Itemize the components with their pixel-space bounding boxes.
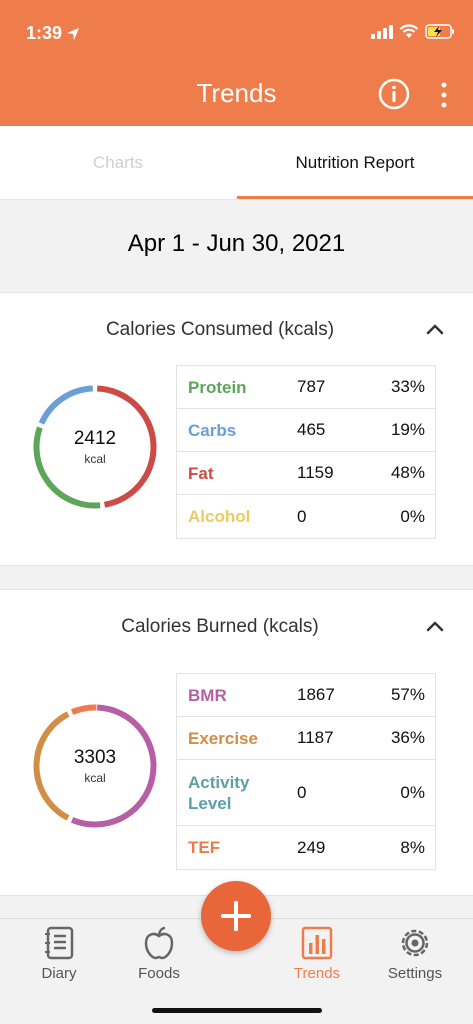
burned-table: BMR 1867 57% Exercise 1187 36% Activity … <box>176 673 436 870</box>
burned-name: Exercise <box>188 728 258 748</box>
nav-settings[interactable]: Settings <box>370 925 460 982</box>
macro-value: 1159 <box>297 463 334 482</box>
burned-percent: 0% <box>400 782 425 802</box>
consumed-macro-table: Protein 787 33% Carbs 465 19% Fat 1159 4… <box>176 365 436 539</box>
burned-name: BMR <box>188 685 227 705</box>
chevron-up-icon[interactable] <box>424 321 446 337</box>
date-range: Apr 1 - Jun 30, 2021 <box>127 230 346 257</box>
add-button[interactable] <box>201 881 271 951</box>
macro-value: 0 <box>297 506 307 526</box>
macro-row-protein: Protein 787 33% <box>177 366 435 409</box>
card-title: Calories Consumed (kcals) <box>105 319 335 340</box>
burned-percent: 8% <box>400 837 425 857</box>
macro-percent: 19% <box>390 420 425 439</box>
status-icons <box>371 24 455 39</box>
gear-icon <box>401 929 429 957</box>
burned-percent: 57% <box>390 685 425 704</box>
nav-trends[interactable]: Trends <box>272 925 362 982</box>
diary-icon <box>45 926 74 960</box>
burned-donut-chart: 3303 kcal <box>30 701 160 831</box>
nav-label: Trends <box>293 965 341 982</box>
burned-name: TEF <box>188 838 221 857</box>
burned-row-exercise: Exercise 1187 36% <box>177 717 435 760</box>
burned-row-activity-level: Activity Level 0 0% <box>177 760 435 826</box>
burned-segment-tef <box>70 704 97 715</box>
calories-burned-card: Calories Burned (kcals) 3303 kcal BMR 18… <box>0 589 473 896</box>
nav-label: Settings <box>387 965 443 982</box>
chevron-up-icon[interactable] <box>424 618 446 634</box>
bar-chart-icon <box>301 926 333 960</box>
calories-consumed-card: Calories Consumed (kcals) 2412 kcal Prot… <box>0 292 473 566</box>
burned-unit: kcal <box>84 771 106 785</box>
burned-total: 3303 <box>73 747 117 768</box>
nav-diary[interactable]: Diary <box>14 925 104 982</box>
status-time-text: 1:39 <box>26 23 63 43</box>
donut-center: 3303 kcal <box>30 701 160 831</box>
burned-value: 1867 <box>297 685 335 704</box>
macro-name: Fat <box>188 463 214 483</box>
tab-nutrition-report[interactable]: Nutrition Report <box>295 153 415 172</box>
status-time: 1:39 <box>26 23 80 44</box>
consumed-donut-chart: 2412 kcal <box>30 382 160 512</box>
signal-icon <box>371 24 393 39</box>
nav-label: Foods <box>138 965 180 982</box>
card-title: Calories Burned (kcals) <box>121 616 319 637</box>
battery-charging-icon <box>425 24 454 39</box>
nav-label: Diary <box>41 965 77 982</box>
burned-donut-svg <box>33 704 157 828</box>
consumed-total: 2412 <box>73 428 117 449</box>
location-arrow-icon <box>67 27 80 40</box>
macro-name: Protein <box>188 377 247 397</box>
plus-icon <box>221 901 251 931</box>
burned-name: Activity Level <box>188 772 250 813</box>
info-icon[interactable] <box>378 78 410 110</box>
app-header: 1:39 Trends <box>0 0 473 126</box>
active-tab-indicator <box>237 196 473 199</box>
consumed-segment-fat <box>97 385 157 508</box>
macro-row-alcohol: Alcohol 0 0% <box>177 495 435 538</box>
consumed-segment-carbs <box>38 385 93 425</box>
burned-percent: 36% <box>390 728 425 747</box>
macro-percent: 33% <box>390 377 425 396</box>
wifi-icon <box>399 24 419 38</box>
consumed-unit: kcal <box>84 452 106 466</box>
page-title: Trends <box>196 78 277 108</box>
burned-segment-exercise <box>33 711 70 821</box>
apple-icon <box>144 926 174 960</box>
macro-value: 787 <box>297 377 326 396</box>
burned-value: 249 <box>297 837 326 857</box>
macro-row-fat: Fat 1159 48% <box>177 452 435 495</box>
consumed-segment-protein <box>33 426 101 509</box>
macro-percent: 48% <box>390 463 425 482</box>
burned-value: 0 <box>297 782 307 802</box>
burned-row-tef: TEF 249 8% <box>177 826 435 869</box>
more-vertical-icon[interactable] <box>434 80 454 110</box>
macro-name: Alcohol <box>188 507 251 526</box>
macro-percent: 0% <box>400 506 425 526</box>
tab-charts[interactable]: Charts <box>92 153 144 172</box>
nav-foods[interactable]: Foods <box>114 925 204 982</box>
macro-value: 465 <box>297 420 326 439</box>
macro-name: Carbs <box>188 420 237 440</box>
home-indicator <box>152 1008 322 1013</box>
donut-center: 2412 kcal <box>30 382 160 512</box>
tab-bar: Charts Nutrition Report <box>0 126 473 200</box>
burned-segment-bmr <box>70 704 157 828</box>
macro-row-carbs: Carbs 465 19% <box>177 409 435 452</box>
consumed-donut-svg <box>33 385 157 509</box>
burned-value: 1187 <box>297 728 334 747</box>
burned-row-bmr: BMR 1867 57% <box>177 674 435 717</box>
